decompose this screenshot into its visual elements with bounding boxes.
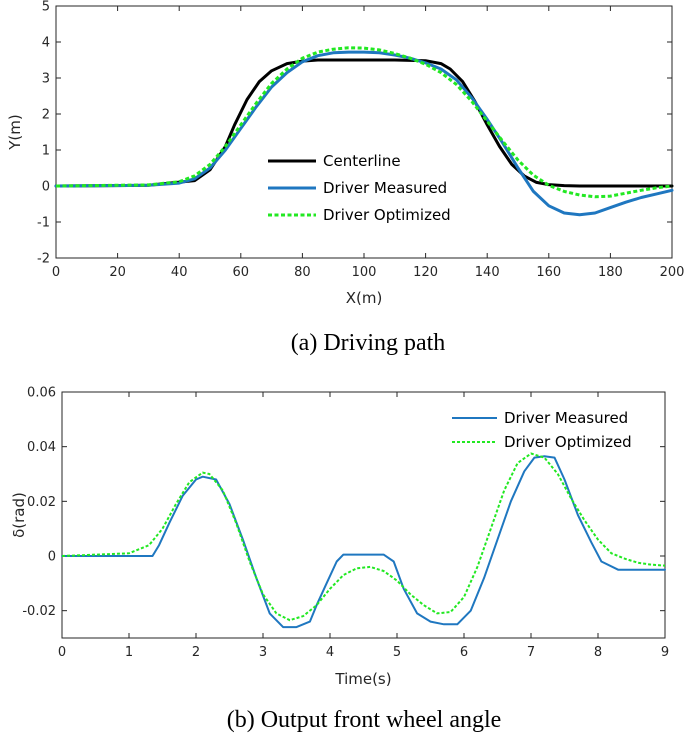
series-line-driver-optimized [55,46,673,199]
legend-entry: Driver Optimized [504,433,632,451]
x-tick-label: 6 [460,645,468,660]
y-tick-label: 3 [42,72,50,87]
plot-area-frame [61,391,666,639]
y-tick-label: 0 [48,550,56,565]
x-tick-label: 140 [475,265,500,280]
y-tick-label: 2 [42,108,50,123]
x-tick-label: 0 [52,265,60,280]
x-tick-label: 9 [661,645,669,660]
y-tick-label: -2 [37,252,50,267]
y-tick-label: 4 [42,36,50,51]
legend-entry: Centerline [323,152,401,170]
series-line-driver-measured [61,455,666,629]
y-tick-label: 5 [42,0,50,15]
x-tick-label: 4 [326,645,334,660]
series-line-driver-optimized [61,452,666,622]
y-axis-label: Y(m) [6,114,24,150]
x-tick-label: 5 [393,645,401,660]
x-tick-label: 2 [192,645,200,660]
y-tick-label: 0.06 [27,386,56,401]
x-tick-label: 0 [58,645,66,660]
y-tick-label: -1 [37,216,50,231]
y-axis-label: δ(rad) [10,492,28,538]
x-tick-label: 40 [171,265,188,280]
legend-entry: Driver Measured [504,409,628,427]
series-line-centerline [54,58,674,188]
y-tick-label: -0.02 [22,604,56,619]
front-wheel-angle-chart: 0 1 2 3 4 5 6 7 8 9 -0.02 0 0.02 0.04 0.06 Time(s) δ(rad… [10,386,669,689]
x-tick-label: 20 [109,265,126,280]
x-tick-label: 100 [352,265,377,280]
x-tick-label: 7 [527,645,535,660]
front-wheel-angle-caption: (b) Output front wheel angle [227,707,502,733]
legend-entry: Driver Optimized [323,206,451,224]
x-tick-label: 80 [294,265,311,280]
x-axis-label: X(m) [346,289,383,307]
x-tick-label: 180 [598,265,623,280]
y-tick-label: 0 [42,180,50,195]
x-tick-label: 1 [125,645,133,660]
driving-path-chart: 0 20 40 60 80 100 120 140 160 180 200 -2 -1 0 1 2 3 4 5 X(m… [6,0,684,307]
x-tick-label: 3 [259,645,267,660]
legend-entry: Driver Measured [323,179,447,197]
x-tick-label: 160 [536,265,561,280]
y-tick-label: 0.04 [27,440,56,455]
x-axis-label: Time(s) [334,670,391,688]
y-tick-label: 0.02 [27,495,56,510]
x-tick-label: 8 [594,645,602,660]
x-tick-label: 200 [660,265,685,280]
x-tick-label: 120 [413,265,438,280]
x-tick-label: 60 [233,265,250,280]
driving-path-caption: (a) Driving path [291,330,446,356]
y-tick-label: 1 [42,144,50,159]
